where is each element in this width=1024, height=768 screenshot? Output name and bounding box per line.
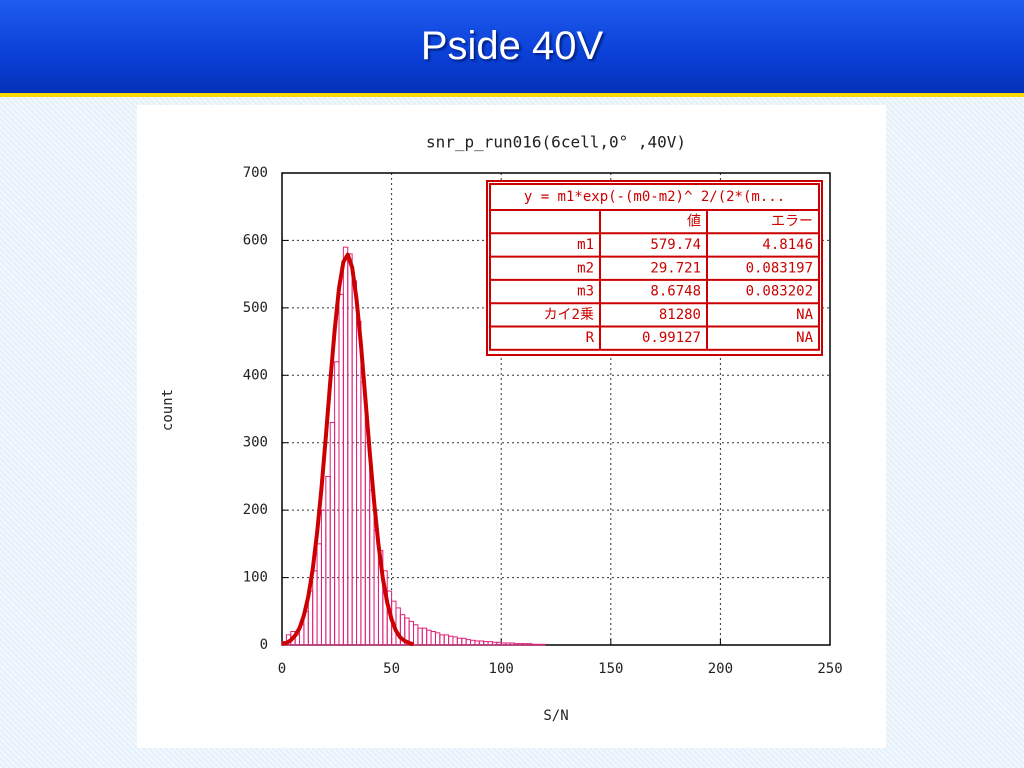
- table-frame: [489, 183, 820, 351]
- y-tick-label: 200: [243, 502, 268, 518]
- x-tick-label: 100: [489, 661, 514, 677]
- x-tick-label: 150: [598, 661, 623, 677]
- table-cell: 0.083197: [746, 260, 813, 276]
- table-cell: m1: [577, 237, 594, 253]
- fit-curve: [281, 252, 415, 647]
- y-tick-label: 700: [243, 165, 268, 181]
- table-cell: 81280: [659, 307, 701, 323]
- y-tick-label: 600: [243, 232, 268, 248]
- y-tick-label: 0: [260, 637, 268, 653]
- x-axis-label: S/N: [543, 708, 568, 724]
- chart-title: snr_p_run016(6cell,0° ,40V): [426, 133, 686, 152]
- y-tick-label: 400: [243, 367, 268, 383]
- x-tick-label: 50: [383, 661, 400, 677]
- y-tick-label: 500: [243, 300, 268, 316]
- table-column-header: 値: [687, 214, 701, 230]
- table-cell: 29.721: [650, 260, 701, 276]
- plot-frame: [281, 172, 831, 646]
- table-cell: R: [586, 330, 595, 346]
- table-cell: 579.74: [650, 237, 701, 253]
- y-tick-label: 100: [243, 570, 268, 586]
- table-cell: m2: [577, 260, 594, 276]
- table-cell: NA: [796, 330, 813, 346]
- table-cell: m3: [577, 284, 594, 300]
- table-cell: カイ2乗: [544, 307, 594, 323]
- histogram-bar: [535, 643, 542, 646]
- x-tick-label: 200: [708, 661, 733, 677]
- chart: snr_p_run016(6cell,0° ,40V) S/N count 0 1…: [137, 105, 886, 748]
- x-tick-label: 0: [278, 661, 286, 677]
- table-cell: 0.99127: [642, 330, 701, 346]
- table-column-header: エラー: [771, 214, 813, 230]
- slide-title: Pside 40V: [420, 24, 604, 68]
- histogram-bar: [540, 643, 546, 646]
- y-axis-label: count: [160, 389, 176, 431]
- table-cell: NA: [796, 307, 813, 323]
- table-cell: 4.8146: [762, 237, 813, 253]
- table-header: y = m1*exp(-(m0-m2)^ 2/(2*(m...: [524, 189, 785, 205]
- y-tick-label: 300: [243, 435, 268, 451]
- table-cell: 8.6748: [650, 284, 701, 300]
- table-cell: 0.083202: [746, 284, 813, 300]
- histogram-bar: [531, 643, 537, 646]
- slide-header: Pside 40V: [0, 0, 1024, 97]
- x-tick-label: 250: [817, 661, 842, 677]
